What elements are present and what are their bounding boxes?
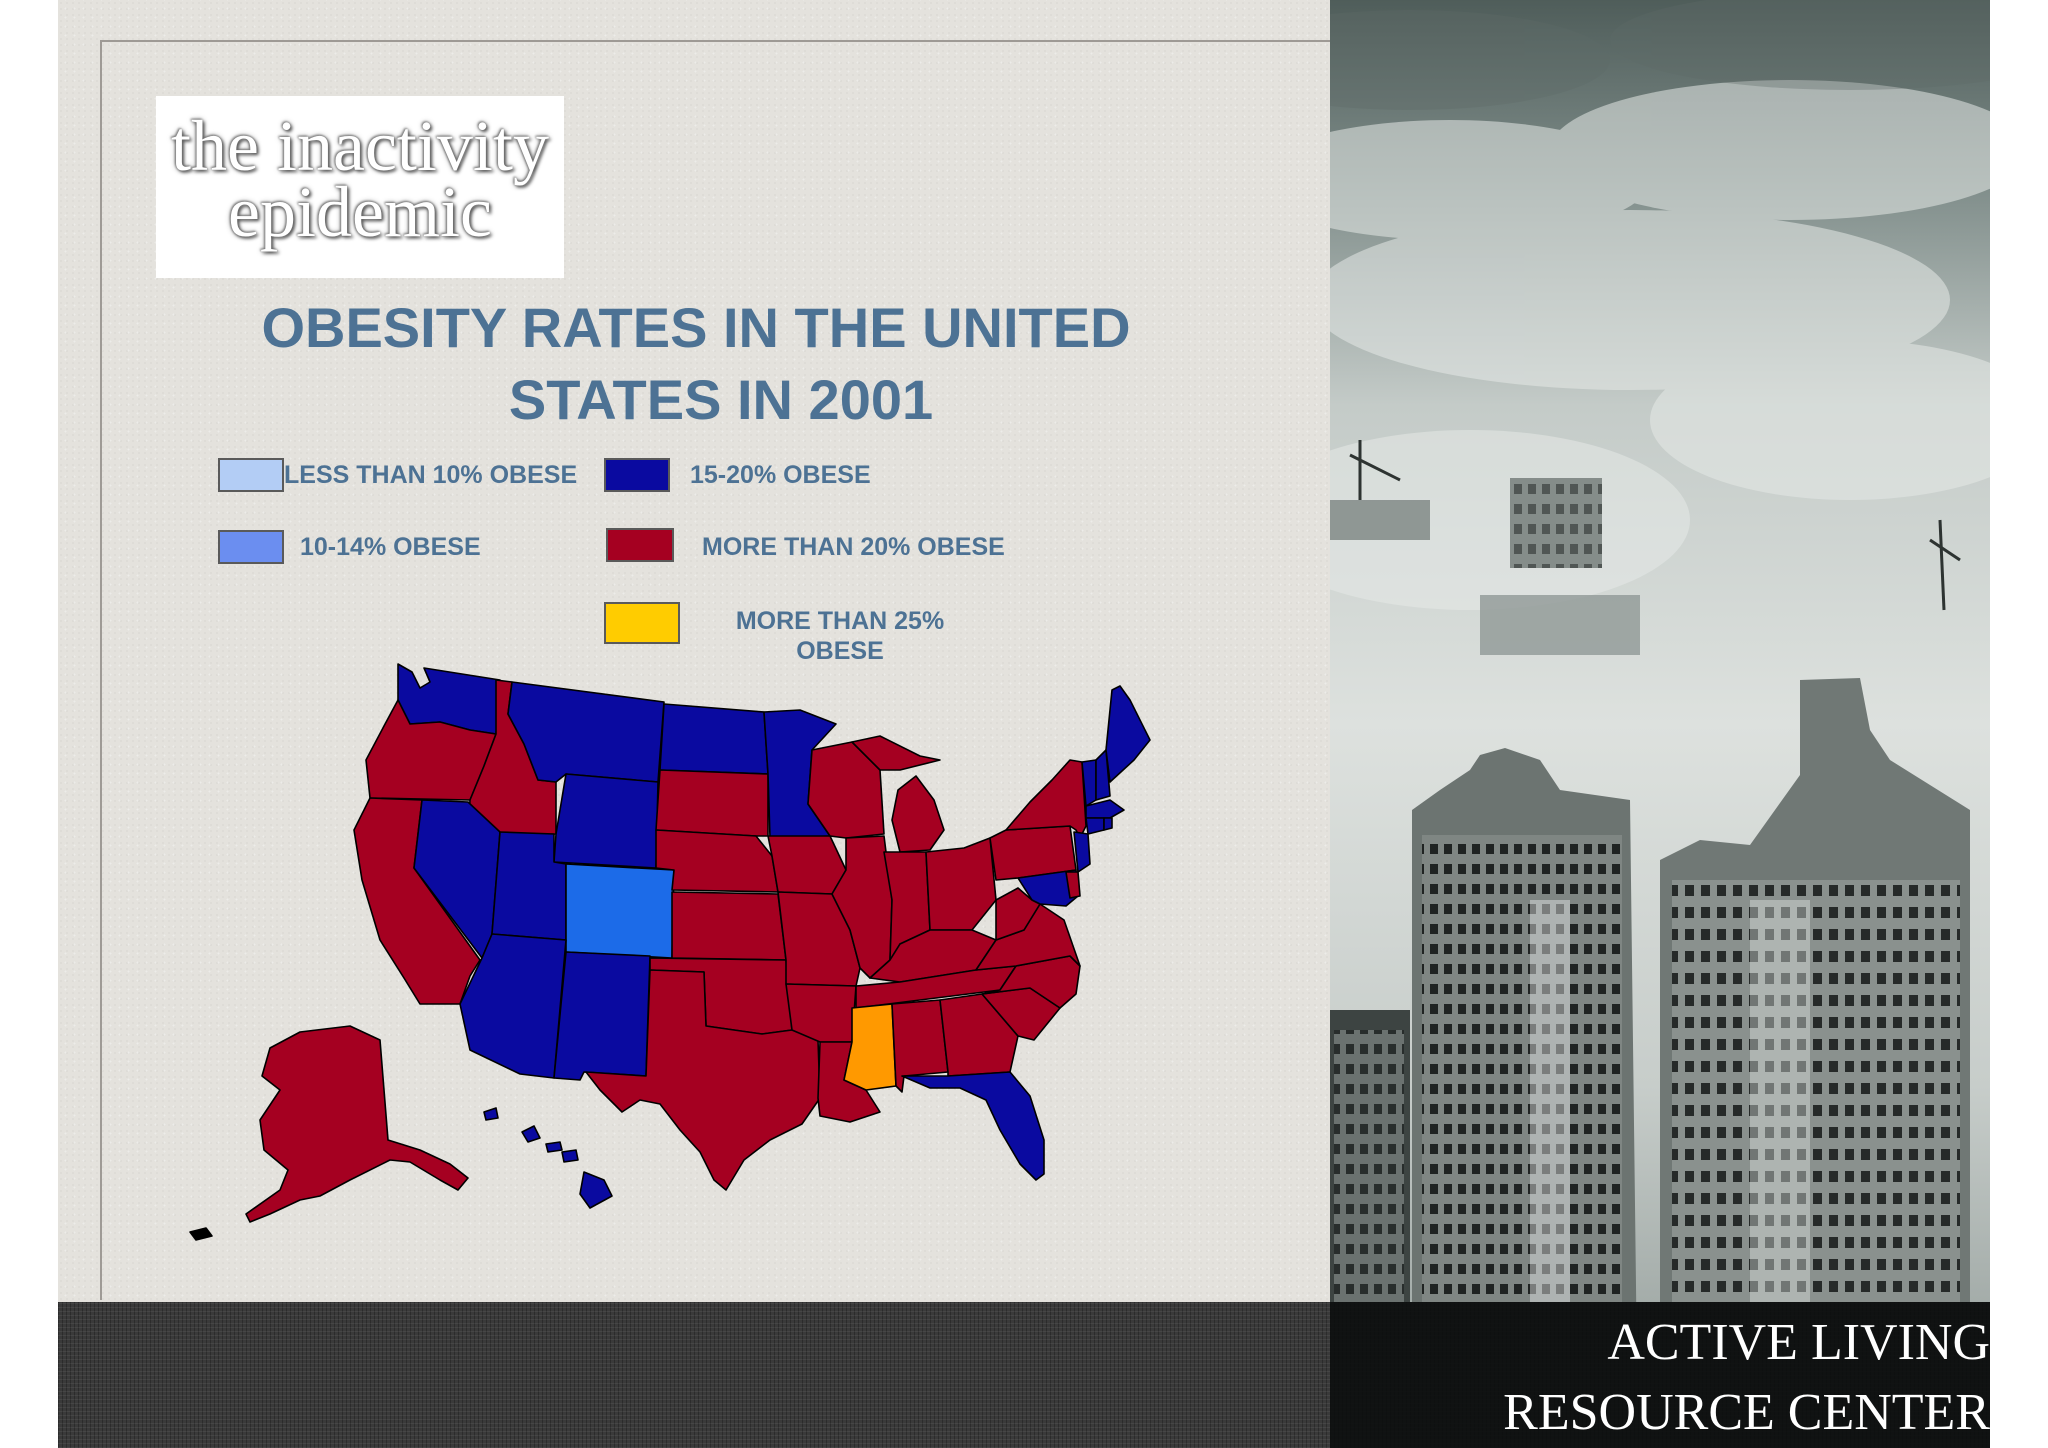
organization-name: ACTIVE LIVING RESOURCE CENTER xyxy=(1430,1308,1990,1448)
frame-line-top xyxy=(100,40,1390,42)
state-alaska xyxy=(245,1025,469,1223)
legend-label-more-25-line1: MORE THAN 25% xyxy=(735,607,945,635)
slide: ACTIVE LIVING RESOURCE CENTER xyxy=(58,0,1990,1448)
state-mississippi xyxy=(843,1003,897,1091)
frame-line-left xyxy=(100,40,102,1300)
map-title: OBESITY RATES IN THE UNITED STATES IN 20… xyxy=(196,292,1196,436)
state-massachusetts xyxy=(1085,799,1125,819)
legend-label-more-25-line2: OBESE xyxy=(796,637,884,665)
legend-label-15-20: 15-20% OBESE xyxy=(690,461,871,489)
state-alaska-aleutians xyxy=(189,1227,213,1241)
state-florida xyxy=(901,1071,1045,1181)
legend-swatch-10-14 xyxy=(218,530,284,564)
legend-swatch-more-25 xyxy=(604,602,680,644)
state-hawaii-2 xyxy=(521,1125,541,1143)
legend-swatch-more-20 xyxy=(606,528,674,562)
organization-name-line2: RESOURCE CENTER xyxy=(1503,1384,1990,1441)
state-colorado xyxy=(565,863,675,959)
legend-label-more-20: MORE THAN 20% OBESE xyxy=(702,533,1005,561)
state-michigan-upper xyxy=(851,735,941,771)
organization-name-line1: ACTIVE LIVING xyxy=(1607,1314,1990,1371)
legend-label-10-14: 10-14% OBESE xyxy=(300,533,481,561)
state-maine xyxy=(1105,685,1151,783)
state-hawaii-1 xyxy=(483,1107,499,1121)
state-wyoming xyxy=(553,773,659,869)
state-rhode-island xyxy=(1103,817,1113,831)
map-title-line2: STATES IN 2001 xyxy=(508,368,934,431)
state-ohio xyxy=(925,837,997,931)
map-title-line1: OBESITY RATES IN THE UNITED xyxy=(261,296,1131,359)
state-michigan xyxy=(891,775,945,853)
state-hawaii-4 xyxy=(561,1149,579,1163)
state-new-york xyxy=(1005,759,1087,839)
state-iowa xyxy=(767,835,847,895)
legend-swatch-less-10 xyxy=(218,458,284,492)
slide-heading-box: the inactivity epidemic xyxy=(156,96,564,278)
state-new-mexico xyxy=(553,951,651,1081)
state-connecticut xyxy=(1085,817,1105,835)
state-north-dakota xyxy=(659,703,769,775)
state-kansas xyxy=(671,891,787,961)
legend-label-less-10: LESS THAN 10% OBESE xyxy=(284,461,578,489)
legend-label-more-25: MORE THAN 25% OBESE xyxy=(700,606,980,666)
state-new-hampshire xyxy=(1095,749,1111,801)
state-maryland xyxy=(1017,869,1079,907)
slide-heading-line2: epidemic xyxy=(228,172,492,252)
state-arizona xyxy=(459,933,567,1079)
footer-dark-overlay xyxy=(1330,1302,1990,1448)
state-texas xyxy=(585,969,821,1191)
state-new-jersey xyxy=(1073,831,1091,873)
state-south-dakota xyxy=(655,769,769,837)
state-delaware xyxy=(1065,871,1081,899)
state-hawaii-5 xyxy=(579,1171,613,1209)
state-nebraska xyxy=(655,829,779,893)
legend-swatch-15-20 xyxy=(604,458,670,492)
slide-heading-line1: the inactivity xyxy=(171,106,549,186)
state-hawaii-3 xyxy=(545,1141,563,1153)
